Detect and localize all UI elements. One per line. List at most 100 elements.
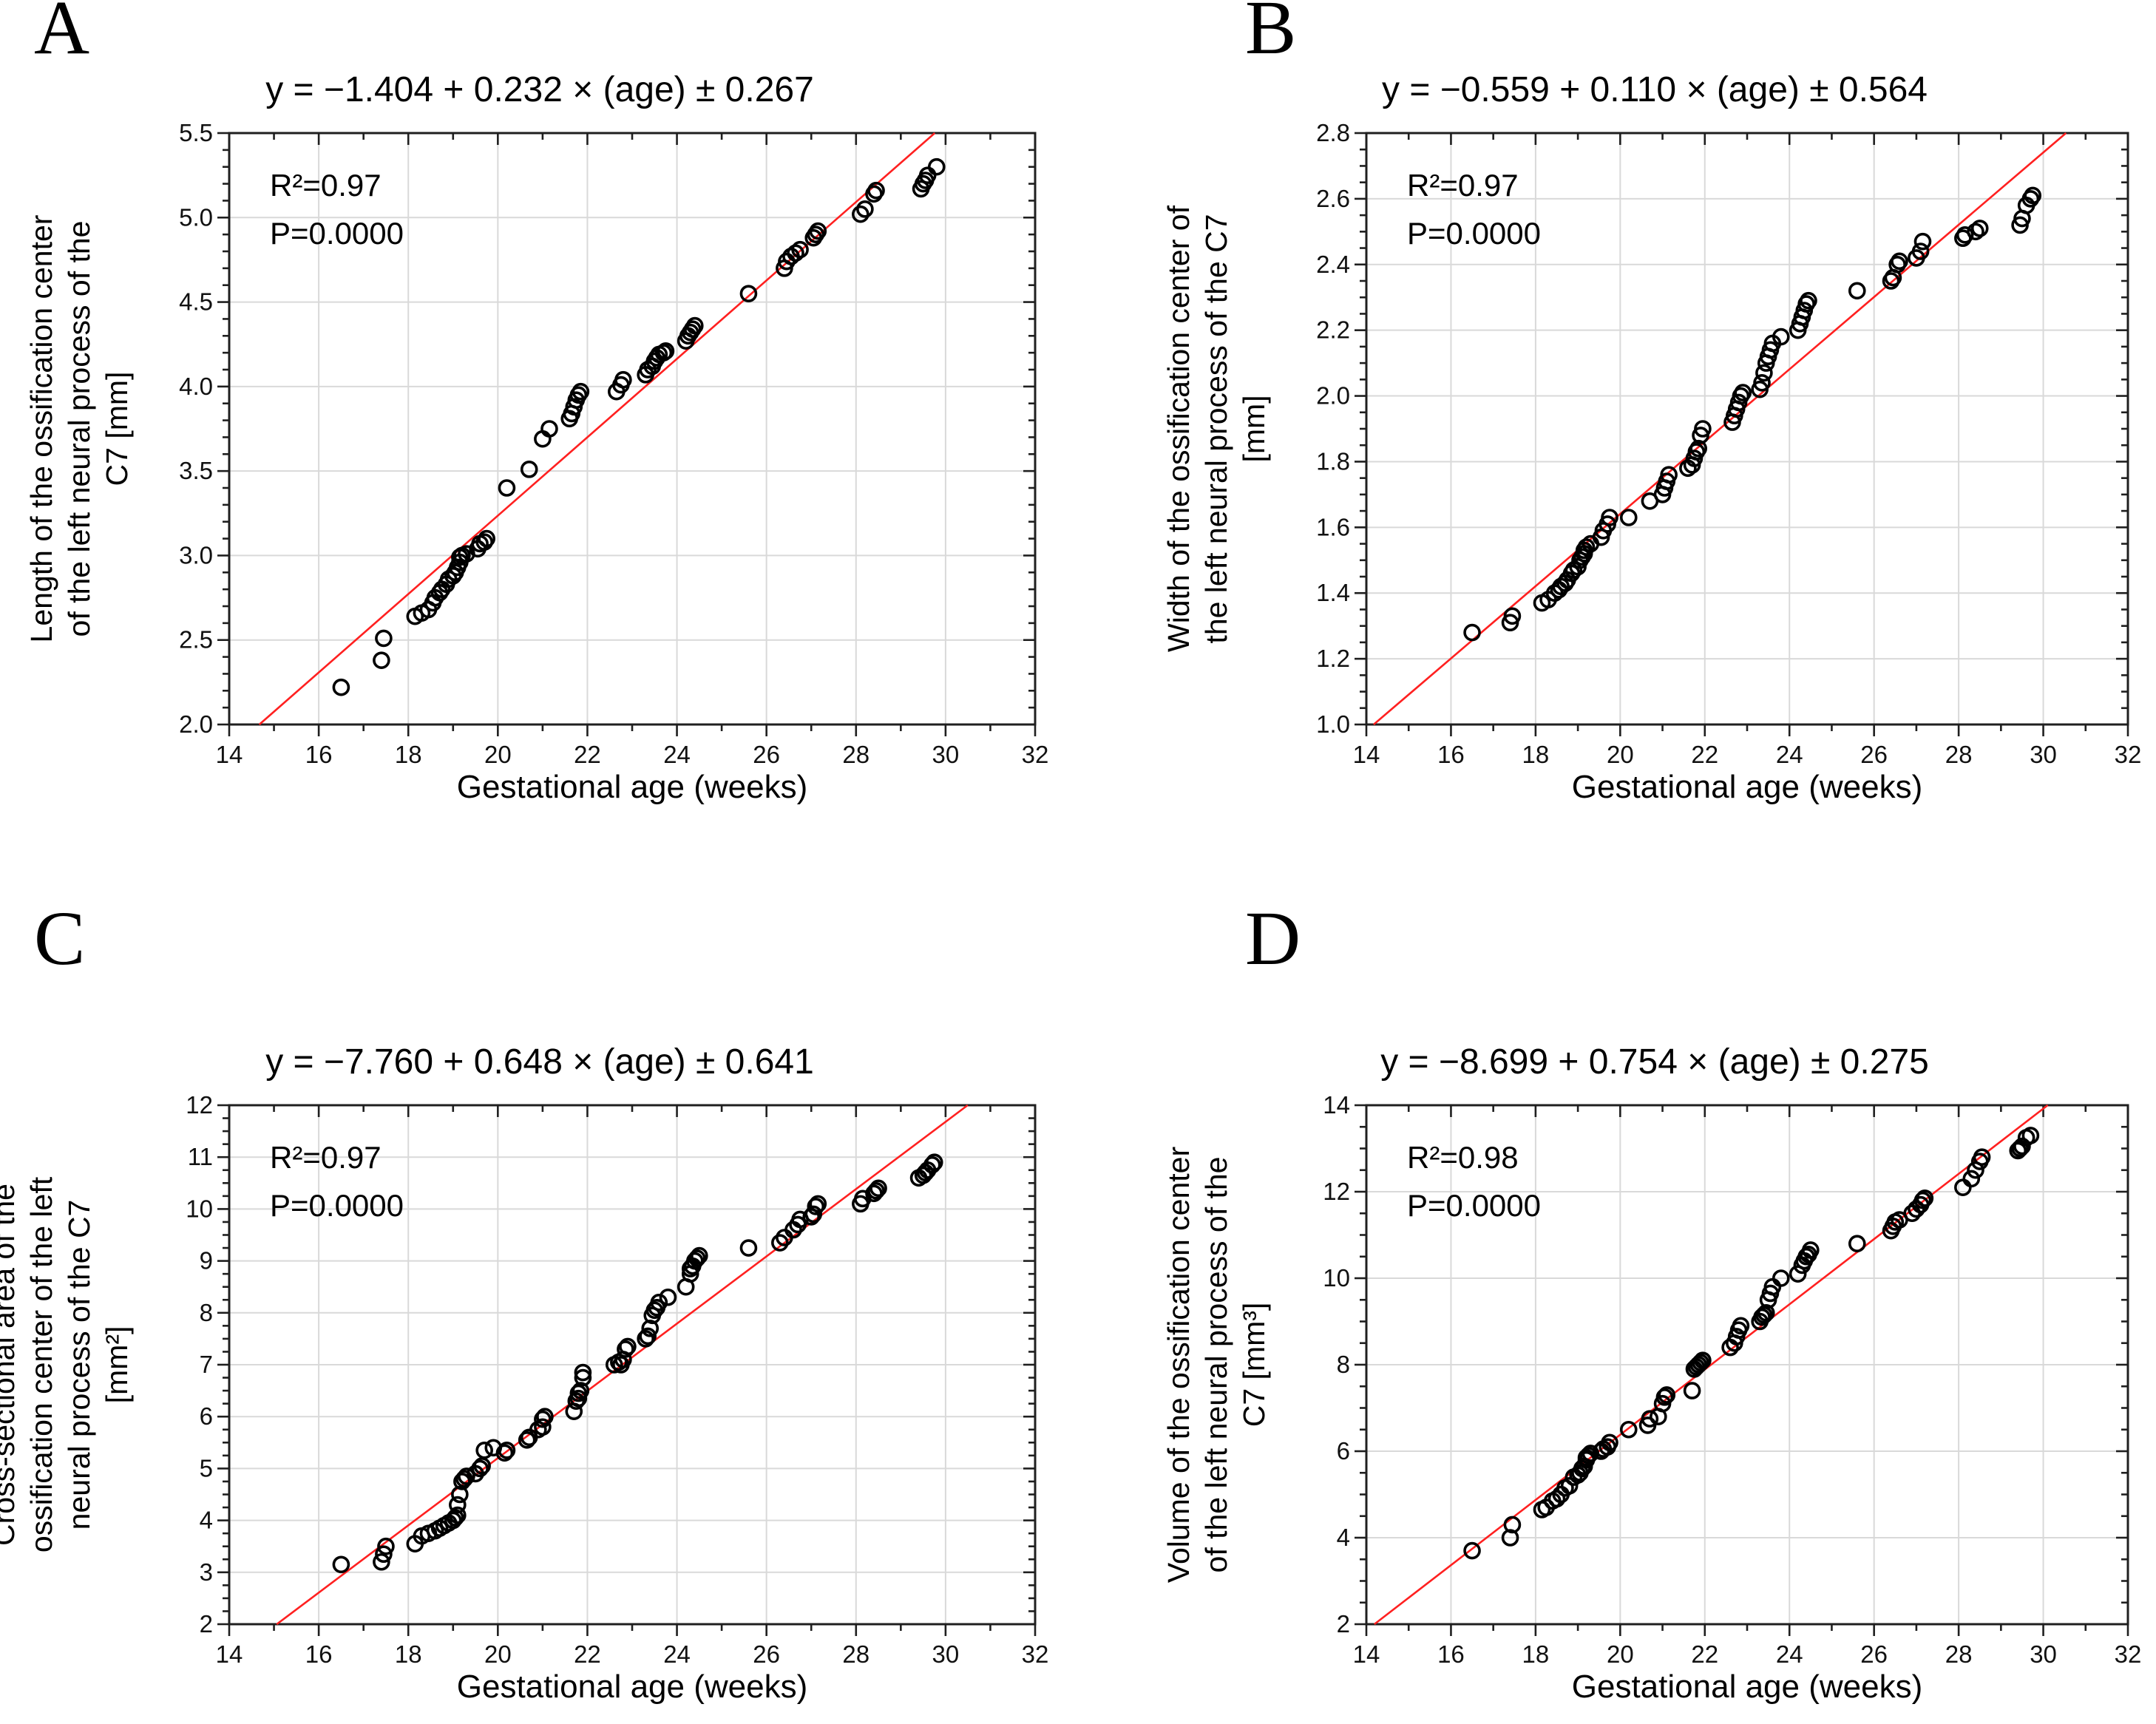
svg-text:28: 28 [842, 741, 869, 768]
svg-text:16: 16 [1437, 741, 1465, 768]
regression-equation-a: y = −1.404 + 0.232 × (age) ± 0.267 [265, 70, 814, 109]
svg-text:24: 24 [663, 1640, 691, 1668]
svg-text:26: 26 [753, 1640, 780, 1668]
p-value-c: P=0.0000 [270, 1188, 404, 1224]
fit-statistics-d: R²=0.98 P=0.0000 [1407, 1133, 1541, 1229]
svg-text:14: 14 [216, 1640, 243, 1668]
svg-text:2.0: 2.0 [179, 710, 213, 738]
x-axis-label-b: Gestational age (weeks) [1571, 769, 1923, 805]
svg-text:5: 5 [200, 1454, 213, 1482]
svg-text:3: 3 [200, 1558, 213, 1586]
svg-text:18: 18 [395, 1640, 422, 1668]
svg-text:32: 32 [2115, 741, 2142, 768]
svg-text:28: 28 [1945, 1640, 1973, 1668]
svg-text:28: 28 [842, 1640, 869, 1668]
svg-text:9: 9 [200, 1247, 213, 1275]
panel-letter-b: B [1245, 0, 1297, 70]
x-axis-label-a: Gestational age (weeks) [456, 769, 808, 805]
panel-letter-a: A [34, 0, 90, 70]
svg-text:32: 32 [1022, 1640, 1049, 1668]
svg-text:1.2: 1.2 [1316, 645, 1350, 672]
svg-text:[mm²]: [mm²] [100, 1326, 134, 1404]
panel-b: 14 16 18 20 22 24 26 28 30 32 1.0 1.2 1.4 1.6 1.8 2.0 2.… [1078, 0, 2156, 862]
svg-text:of the left neural process of: of the left neural process of the [62, 221, 96, 637]
p-value-d: P=0.0000 [1407, 1188, 1542, 1224]
svg-text:16: 16 [305, 741, 333, 768]
svg-text:14: 14 [1353, 741, 1380, 768]
panel-letter-c: C [34, 896, 86, 981]
panel-c: 14 16 18 20 22 24 26 28 30 32 2 3 4 5 6 7 8 9 10 11 12 Cross-… [0, 862, 1078, 1724]
svg-text:the left neural process of the: the left neural process of the C7 [1199, 214, 1233, 643]
svg-text:14: 14 [1323, 1091, 1350, 1119]
svg-text:1.4: 1.4 [1316, 579, 1350, 606]
svg-text:22: 22 [574, 1640, 601, 1668]
svg-text:18: 18 [395, 741, 422, 768]
svg-text:2.6: 2.6 [1316, 185, 1350, 212]
scatter-plot-c: 14 16 18 20 22 24 26 28 30 32 2 3 4 5 6 7 8 9 10 11 12 Cross-… [0, 1091, 1049, 1668]
svg-text:14: 14 [216, 741, 243, 768]
svg-text:1.6: 1.6 [1316, 513, 1350, 540]
svg-text:30: 30 [932, 741, 960, 768]
svg-text:4.5: 4.5 [179, 288, 213, 316]
svg-text:2.0: 2.0 [1316, 382, 1350, 410]
svg-text:ossification center of the lef: ossification center of the left [24, 1176, 58, 1552]
svg-text:2.8: 2.8 [1316, 119, 1350, 146]
svg-text:18: 18 [1522, 741, 1550, 768]
svg-text:2.5: 2.5 [179, 626, 213, 654]
svg-text:3.5: 3.5 [179, 457, 213, 484]
fit-statistics-c: R²=0.97 P=0.0000 [270, 1133, 404, 1229]
svg-text:11: 11 [188, 1143, 213, 1170]
svg-text:18: 18 [1522, 1640, 1550, 1668]
svg-text:1.8: 1.8 [1316, 447, 1350, 475]
regression-equation-b: y = −0.559 + 0.110 × (age) ± 0.564 [1382, 70, 1928, 109]
panel-letter-d: D [1245, 896, 1301, 981]
svg-text:5.5: 5.5 [179, 119, 213, 146]
svg-text:8: 8 [1337, 1351, 1350, 1378]
svg-text:10: 10 [1323, 1264, 1350, 1292]
svg-text:24: 24 [663, 741, 691, 768]
svg-text:22: 22 [1691, 741, 1718, 768]
svg-text:1.0: 1.0 [1316, 710, 1350, 738]
r-squared-value-d: R²=0.98 [1407, 1140, 1519, 1175]
svg-text:20: 20 [484, 741, 512, 768]
svg-text:20: 20 [484, 1640, 512, 1668]
svg-text:2.4: 2.4 [1316, 251, 1350, 278]
svg-text:26: 26 [1860, 741, 1888, 768]
svg-text:Length of the ossification cen: Length of the ossification center [24, 215, 58, 643]
regression-equation-c: y = −7.760 + 0.648 × (age) ± 0.641 [265, 1042, 814, 1082]
svg-text:7: 7 [200, 1351, 213, 1378]
fit-statistics-b: R²=0.97 P=0.0000 [1407, 161, 1541, 257]
svg-text:4: 4 [1337, 1524, 1350, 1551]
panel-a: 14 16 18 20 22 24 26 28 30 32 2.0 2.5 3.0 3.5 4.0 4.5 5.… [0, 0, 1078, 862]
svg-text:32: 32 [2115, 1640, 2142, 1668]
svg-text:12: 12 [186, 1091, 213, 1119]
svg-text:Width of the ossification cent: Width of the ossification center of [1162, 205, 1196, 652]
svg-text:26: 26 [753, 741, 780, 768]
svg-text:2.2: 2.2 [1316, 316, 1350, 344]
svg-text:3.0: 3.0 [179, 541, 213, 569]
x-axis-label-d: Gestational age (weeks) [1571, 1669, 1923, 1705]
scatter-plot-a: 14 16 18 20 22 24 26 28 30 32 2.0 2.5 3.0 3.5 4.0 4.5 5.… [24, 119, 1049, 768]
svg-text:5.0: 5.0 [179, 203, 213, 231]
p-value-a: P=0.0000 [270, 216, 404, 251]
r-squared-value-c: R²=0.97 [270, 1140, 382, 1175]
svg-text:32: 32 [1022, 741, 1049, 768]
svg-text:14: 14 [1353, 1640, 1380, 1668]
svg-text:C7 [mm³]: C7 [mm³] [1237, 1303, 1271, 1428]
svg-text:20: 20 [1607, 1640, 1634, 1668]
svg-text:12: 12 [1323, 1178, 1350, 1205]
panel-d: 14 16 18 20 22 24 26 28 30 32 2 4 6 8 10 12 14 Volume of … [1078, 862, 2156, 1724]
svg-text:10: 10 [186, 1195, 213, 1222]
r-squared-value-a: R²=0.97 [270, 168, 382, 203]
svg-text:C7 [mm]: C7 [mm] [100, 372, 134, 486]
svg-text:26: 26 [1860, 1640, 1888, 1668]
svg-text:2: 2 [200, 1610, 213, 1638]
svg-text:30: 30 [2030, 1640, 2057, 1668]
svg-text:Volume of the ossification cen: Volume of the ossification center [1162, 1147, 1196, 1583]
svg-text:2: 2 [1337, 1610, 1350, 1638]
svg-text:30: 30 [932, 1640, 960, 1668]
scatter-plot-b: 14 16 18 20 22 24 26 28 30 32 1.0 1.2 1.4 1.6 1.8 2.0 2.… [1162, 119, 2142, 768]
r-squared-value-b: R²=0.97 [1407, 168, 1519, 203]
